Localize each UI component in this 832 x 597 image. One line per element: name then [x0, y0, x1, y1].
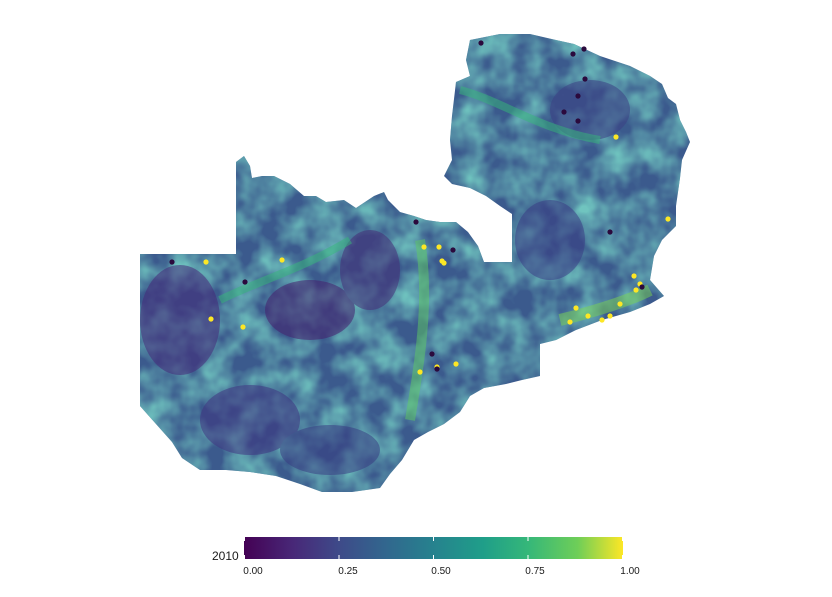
tick-label-4: 1.00: [620, 566, 640, 577]
low-value-points: [169, 40, 645, 372]
high-value-points: [203, 134, 671, 375]
points-layer: [169, 40, 671, 375]
tick-label-1: 0.25: [338, 566, 358, 577]
zambia-raster: [140, 34, 690, 492]
tick-label-3: 0.75: [525, 566, 545, 577]
tick-label-0: 0.00: [243, 566, 263, 577]
tick-label-2: 0.50: [431, 566, 451, 577]
colorbar: [244, 537, 623, 559]
legend-title: 2010: [212, 549, 239, 563]
